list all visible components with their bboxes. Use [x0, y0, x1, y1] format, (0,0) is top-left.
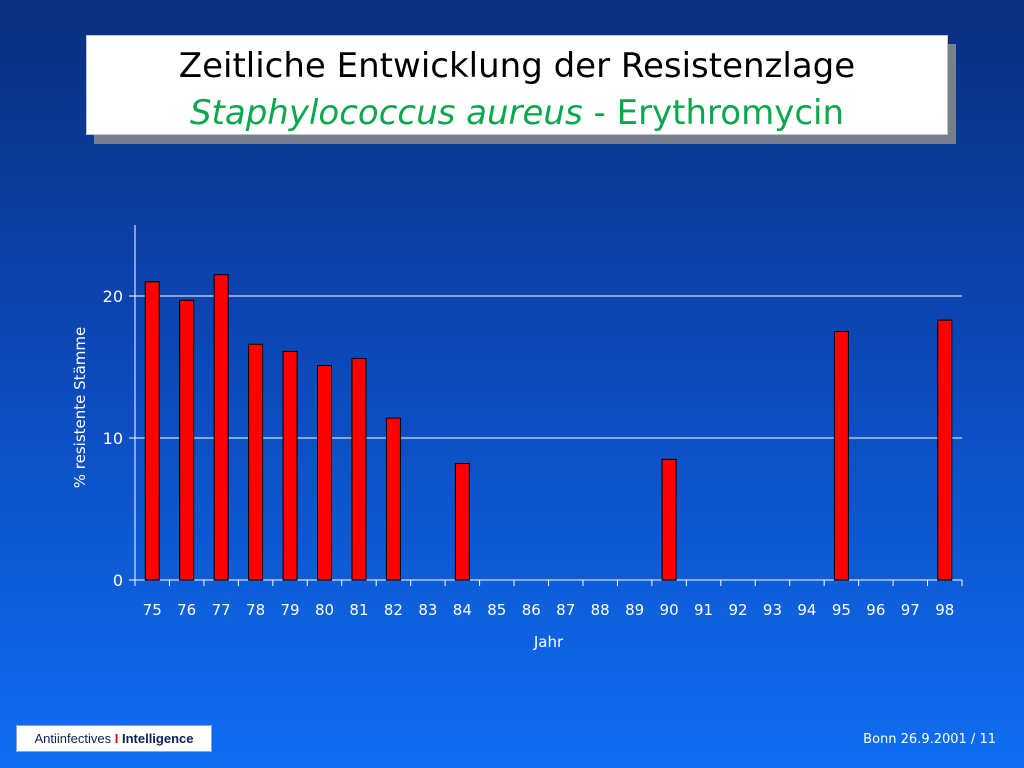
- bar-77: [213, 274, 229, 581]
- x-tick-label: 84: [453, 601, 472, 619]
- bar-80: [317, 365, 333, 581]
- x-tick-label: 75: [143, 601, 162, 619]
- bar-82: [385, 417, 401, 581]
- bar-76: [179, 299, 195, 581]
- bar-78: [248, 343, 264, 581]
- logo-right-text: Intelligence: [121, 731, 194, 746]
- x-tick-label: 96: [866, 601, 885, 619]
- x-tick-label: 90: [660, 601, 679, 619]
- subtitle-drug: Erythromycin: [616, 93, 845, 133]
- y-tick-label: 0: [113, 571, 123, 590]
- bar-95: [833, 331, 849, 581]
- x-tick-label: 94: [797, 601, 816, 619]
- x-tick-label: 91: [694, 601, 713, 619]
- logo-left-text: Antiinfectives: [34, 731, 112, 746]
- slide-subtitle: Staphylococcus aureus - Erythromycin: [87, 91, 947, 135]
- bar-79: [282, 350, 298, 581]
- y-tick-label: 10: [103, 429, 123, 448]
- x-tick-label: 97: [901, 601, 920, 619]
- x-tick-label: 76: [177, 601, 196, 619]
- x-tick-label: 78: [246, 601, 265, 619]
- x-tick-label: 81: [349, 601, 368, 619]
- x-tick-label: 87: [556, 601, 575, 619]
- x-tick-label: 88: [591, 601, 610, 619]
- bar-98: [937, 319, 953, 581]
- y-axis-label: % resistente Stämme: [71, 327, 89, 488]
- x-tick-label: 83: [418, 601, 437, 619]
- bar-84: [454, 463, 470, 581]
- x-tick-label: 77: [212, 601, 231, 619]
- y-tick-label: 20: [103, 287, 123, 306]
- subtitle-separator: -: [582, 93, 617, 133]
- logo-separator: I: [114, 731, 119, 746]
- bar-90: [661, 458, 677, 581]
- subtitle-organism: Staphylococcus aureus: [189, 93, 583, 133]
- bar-75: [144, 281, 160, 581]
- x-tick-label: 79: [281, 601, 300, 619]
- logo: Antiinfectives I Intelligence: [16, 725, 212, 752]
- x-tick-label: 98: [935, 601, 954, 619]
- x-tick-label: 86: [522, 601, 541, 619]
- title-box: Zeitliche Entwicklung der Resistenzlage …: [86, 35, 948, 135]
- x-tick-label: 93: [763, 601, 782, 619]
- bar-81: [351, 357, 367, 581]
- x-tick-label: 85: [487, 601, 506, 619]
- x-tick-label: 95: [832, 601, 851, 619]
- x-axis-label: Jahr: [533, 633, 564, 651]
- x-tick-label: 82: [384, 601, 403, 619]
- x-tick-label: 80: [315, 601, 334, 619]
- footer-text: Bonn 26.9.2001 / 11: [863, 732, 996, 747]
- x-tick-label: 89: [625, 601, 644, 619]
- x-tick-label: 92: [728, 601, 747, 619]
- slide-title: Zeitliche Entwicklung der Resistenzlage: [178, 46, 856, 86]
